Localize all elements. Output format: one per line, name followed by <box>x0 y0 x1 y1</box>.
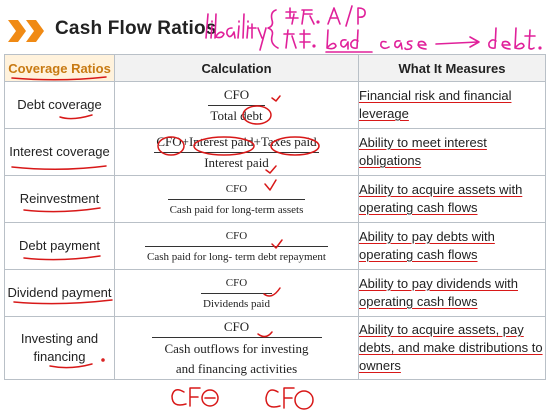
ratio-formula: CFO Cash outflows for investing and fina… <box>151 318 322 379</box>
calculation-cell: CFO Cash outflows for investing and fina… <box>114 316 359 380</box>
formula-numerator: CFO <box>225 182 248 195</box>
title-row: Cash Flow Ratios <box>0 4 549 54</box>
measure-text: Ability to pay debts with operating cash… <box>358 222 546 270</box>
calculation-cell: CFO Cash paid for long- term debt repaym… <box>114 222 359 270</box>
ratio-name: Debt payment <box>4 222 115 270</box>
table-row: Dividend payment CFO Dividends paid Abil… <box>4 269 546 317</box>
measure-text: Financial risk and financial leverage <box>358 81 546 129</box>
handwritten-note <box>205 5 542 53</box>
ratio-name: Dividend payment <box>4 269 115 317</box>
table-row: Reinvestment CFO Cash paid for long-term… <box>4 175 546 223</box>
ratio-name: Reinvestment <box>4 175 115 223</box>
calculation-cell: CFO+Interest paid+Taxes paid Interest pa… <box>114 128 359 176</box>
table-row: Debt payment CFO Cash paid for long- ter… <box>4 222 546 270</box>
formula-denominator: Dividends paid <box>201 292 272 313</box>
calculation-cell: CFO Total debt <box>114 81 359 129</box>
measure-text: Ability to acquire assets, pay debts, an… <box>358 316 546 380</box>
ratio-name: Investing and financing <box>4 316 115 380</box>
bottom-annotation <box>171 387 314 410</box>
ratio-name: Debt coverage <box>4 81 115 129</box>
formula-denominator: Interest paid <box>154 151 319 172</box>
formula-denominator: Total debt <box>208 104 265 125</box>
ratio-formula: CFO Total debt <box>208 86 265 125</box>
formula-denominator: Cash paid for long-term assets <box>167 198 306 219</box>
header-calculation: Calculation <box>114 54 359 82</box>
ratio-formula: CFO Cash paid for long-term assets <box>167 180 306 219</box>
calculation-cell: CFO Dividends paid <box>114 269 359 317</box>
table-header-row: Coverage Ratios Calculation What It Meas… <box>4 54 546 82</box>
formula-numerator: CFO <box>225 276 248 289</box>
ratio-formula: CFO Dividends paid <box>201 274 272 313</box>
formula-denominator: Cash paid for long- term debt repayment <box>144 245 328 266</box>
ratio-formula: CFO Cash paid for long- term debt repaym… <box>144 227 328 266</box>
ratio-formula: CFO+Interest paid+Taxes paid Interest pa… <box>154 133 319 172</box>
measure-text: Ability to pay dividends with operating … <box>358 269 546 317</box>
formula-numerator: CFO+Interest paid+Taxes paid <box>156 133 317 149</box>
header-coverage-ratios: Coverage Ratios <box>4 54 115 82</box>
header-what-it-measures: What It Measures <box>358 54 546 82</box>
table-row: Investing and financing CFO Cash outflow… <box>4 316 546 380</box>
measure-text: Ability to acquire assets with operating… <box>358 175 546 223</box>
measure-text: Ability to meet interest obligations <box>358 128 546 176</box>
formula-numerator: CFO <box>225 229 248 242</box>
calculation-cell: CFO Cash paid for long-term assets <box>114 175 359 223</box>
formula-denominator: Cash outflows for investing and financin… <box>151 336 322 379</box>
ratio-name: Interest coverage <box>4 128 115 176</box>
ratios-table: Coverage Ratios Calculation What It Meas… <box>4 54 546 380</box>
table-row: Interest coverage CFO+Interest paid+Taxe… <box>4 128 546 176</box>
chevron-icon <box>24 18 46 44</box>
formula-numerator: CFO <box>223 318 250 334</box>
slide-title: Cash Flow Ratios <box>55 18 217 39</box>
table-row: Debt coverage CFO Total debt Financial r… <box>4 81 546 129</box>
formula-numerator: CFO <box>223 86 250 102</box>
chevron-icon <box>6 18 28 44</box>
